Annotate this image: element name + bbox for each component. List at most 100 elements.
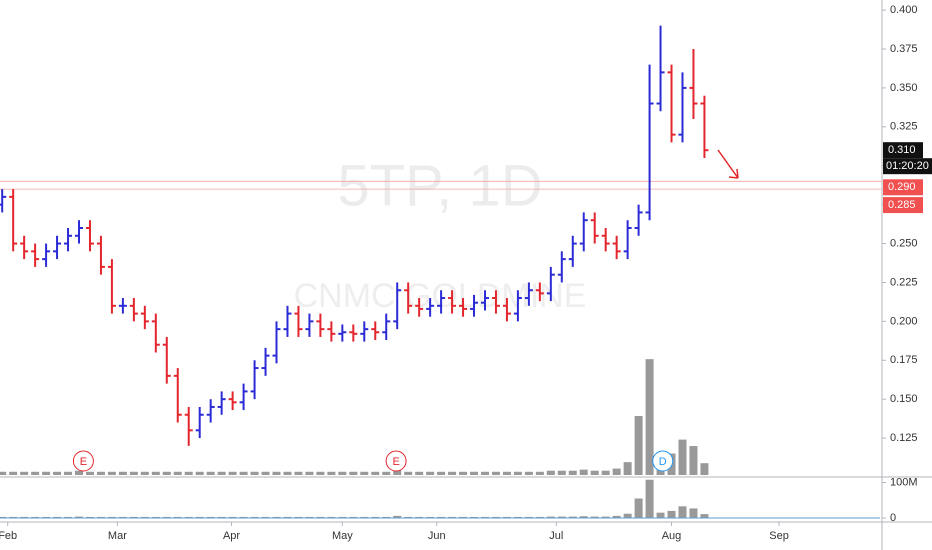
volume-bar bbox=[129, 471, 138, 475]
volume-bar bbox=[568, 470, 577, 475]
volume-bar bbox=[195, 471, 204, 475]
volume-bar bbox=[107, 471, 116, 475]
volume-bar bbox=[75, 470, 84, 475]
volume-bar bbox=[283, 471, 292, 475]
volume-bar bbox=[634, 416, 643, 475]
volume-bar bbox=[360, 471, 369, 475]
volume-pane-bar bbox=[700, 514, 709, 518]
volume-pane-bar bbox=[9, 516, 18, 518]
volume-bar bbox=[228, 471, 237, 475]
volume-bar bbox=[261, 471, 270, 475]
volume-pane-bar bbox=[250, 516, 259, 518]
volume-bar bbox=[316, 471, 325, 475]
y-tick-label: 0.375 bbox=[890, 43, 918, 55]
volume-bar bbox=[459, 471, 468, 475]
volume-bar bbox=[470, 471, 479, 475]
x-tick-label: Aug bbox=[662, 530, 682, 542]
volume-pane-bar bbox=[217, 516, 226, 518]
volume-pane-bar bbox=[546, 516, 555, 518]
volume-pane-bar bbox=[151, 516, 160, 518]
volume-pane-bar bbox=[162, 516, 171, 518]
x-tick-label: Jun bbox=[428, 530, 446, 542]
x-tick-label: Sep bbox=[769, 530, 789, 542]
y-tick-label: 0.400 bbox=[890, 4, 918, 16]
volume-bar bbox=[31, 471, 40, 475]
volume-pane-bar bbox=[426, 516, 435, 518]
volume-pane-bar bbox=[601, 516, 610, 518]
volume-pane-bar bbox=[85, 516, 94, 518]
volume-pane-bar bbox=[327, 516, 336, 518]
volume-bar bbox=[250, 471, 259, 475]
volume-bar bbox=[448, 471, 457, 475]
volume-bar bbox=[206, 471, 215, 475]
volume-pane-bar bbox=[360, 516, 369, 518]
volume-bar bbox=[53, 471, 62, 475]
volume-pane-bar bbox=[535, 516, 544, 518]
volume-bar bbox=[524, 471, 533, 475]
arrow-annotation bbox=[717, 149, 739, 179]
y-tick-label: 0.350 bbox=[890, 82, 918, 94]
volume-bar bbox=[162, 471, 171, 475]
volume-bar bbox=[173, 471, 182, 475]
price-label: 0.310 bbox=[888, 144, 916, 156]
volume-bar bbox=[590, 470, 599, 475]
volume-bar bbox=[371, 471, 380, 475]
x-tick-label: May bbox=[332, 530, 353, 542]
volume-pane-bar bbox=[470, 516, 479, 518]
volume-pane-bar bbox=[20, 516, 29, 518]
volume-pane-bar bbox=[513, 516, 522, 518]
volume-pane-bar bbox=[502, 516, 511, 518]
y-tick-label: 0.175 bbox=[890, 354, 918, 366]
volume-pane-bar bbox=[261, 516, 270, 518]
volume-pane-bar bbox=[667, 510, 676, 518]
volume-bar bbox=[151, 471, 160, 475]
volume-bar bbox=[217, 471, 226, 475]
event-marker bbox=[385, 450, 407, 472]
volume-bar bbox=[579, 469, 588, 475]
volume-tick-label: 0 bbox=[890, 512, 896, 524]
volume-pane-bar bbox=[206, 516, 215, 518]
volume-pane-bar bbox=[491, 516, 500, 518]
event-label: E bbox=[392, 456, 399, 468]
x-tick-label: Feb bbox=[0, 530, 17, 542]
watermark-subtitle: CNMC GOLDMINE bbox=[294, 277, 587, 315]
volume-pane-bar bbox=[382, 516, 391, 518]
volume-pane-bar bbox=[656, 512, 665, 518]
volume-pane-bar bbox=[480, 516, 489, 518]
volume-bar bbox=[645, 359, 654, 475]
volume-pane-bar bbox=[64, 516, 73, 518]
volume-pane-bar bbox=[195, 516, 204, 518]
volume-bar bbox=[42, 471, 51, 475]
volume-pane-bar bbox=[129, 516, 138, 518]
volume-bar bbox=[272, 471, 281, 475]
volume-pane-bar bbox=[75, 516, 84, 518]
price-label-box bbox=[883, 197, 923, 214]
volume-pane-bar bbox=[272, 516, 281, 518]
volume-pane-bar bbox=[623, 513, 632, 518]
volume-bar bbox=[546, 470, 555, 475]
volume-pane-bar bbox=[612, 515, 621, 518]
volume-pane-bar bbox=[0, 516, 7, 518]
volume-bar bbox=[64, 471, 73, 475]
volume-bar bbox=[535, 471, 544, 475]
volume-pane-bar bbox=[173, 516, 182, 518]
volume-bar bbox=[184, 471, 193, 475]
volume-pane-bar bbox=[338, 516, 347, 518]
volume-pane-bar bbox=[634, 498, 643, 518]
volume-pane-bar bbox=[459, 516, 468, 518]
volume-bar bbox=[678, 439, 687, 475]
volume-pane-bar bbox=[53, 516, 62, 518]
volume-pane-bar bbox=[140, 516, 149, 518]
event-label: E bbox=[80, 456, 87, 468]
volume-bar bbox=[96, 471, 105, 475]
volume-pane-bar bbox=[590, 516, 599, 518]
price-label-box bbox=[883, 179, 923, 196]
volume-bar bbox=[612, 468, 621, 475]
volume-pane-bar bbox=[645, 479, 654, 518]
event-label: D bbox=[659, 456, 667, 468]
volume-pane-bar bbox=[239, 516, 248, 518]
volume-pane-bar bbox=[283, 516, 292, 518]
volume-pane-bar bbox=[404, 516, 413, 518]
volume-bar bbox=[415, 471, 424, 475]
